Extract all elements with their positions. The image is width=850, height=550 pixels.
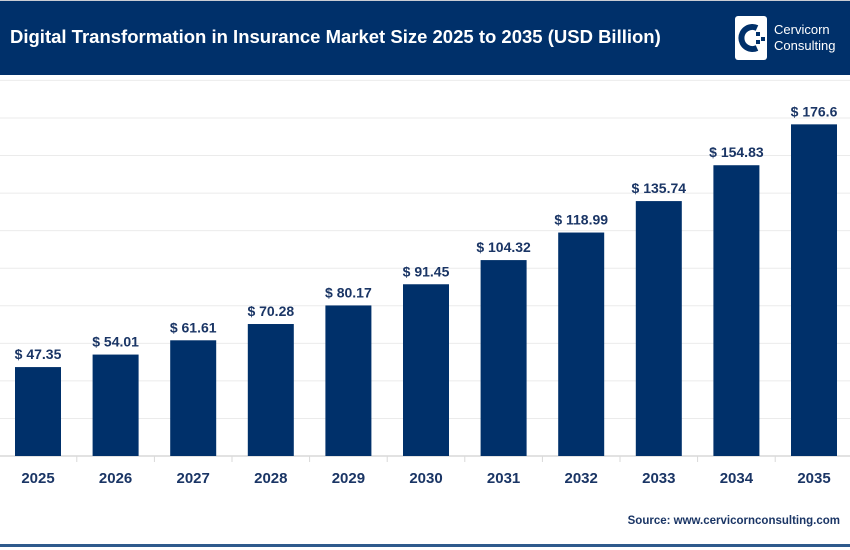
data-label: $ 118.99 <box>554 212 608 228</box>
data-label: $ 135.74 <box>632 180 687 196</box>
data-label: $ 61.61 <box>170 319 217 335</box>
x-tick-label: 2029 <box>332 470 365 487</box>
data-label: $ 80.17 <box>325 284 372 300</box>
x-tick-label: 2034 <box>720 470 754 487</box>
bar <box>713 165 760 457</box>
logo <box>735 16 767 60</box>
bar <box>92 354 139 456</box>
x-tick-label: 2031 <box>487 470 520 487</box>
x-tick-label: 2032 <box>565 470 598 487</box>
bar <box>635 201 682 456</box>
data-label: $ 91.45 <box>403 263 450 279</box>
x-tick-label: 2033 <box>642 470 675 487</box>
x-tick-label: 2030 <box>409 470 442 487</box>
source-note: Source: www.cervicornconsulting.com <box>627 515 840 527</box>
x-tick-label: 2035 <box>797 470 830 487</box>
logo-c-icon <box>738 24 765 52</box>
x-tick-label: 2025 <box>21 470 54 487</box>
x-tick-label: 2026 <box>99 470 132 487</box>
logo-text: Cervicorn Consulting <box>774 22 835 54</box>
data-label: $ 176.6 <box>791 103 838 119</box>
bar <box>170 340 217 456</box>
x-tick-label: 2028 <box>254 470 287 487</box>
data-label: $ 70.28 <box>247 303 294 319</box>
bottom-divider <box>0 544 850 547</box>
logo-text-line2: Consulting <box>774 38 836 53</box>
data-label: $ 154.83 <box>709 144 764 160</box>
bar <box>325 305 372 456</box>
data-label: $ 54.01 <box>92 334 139 350</box>
bar <box>403 284 449 456</box>
chart-title: Digital Transformation in Insurance Mark… <box>10 26 661 47</box>
logo-text-line1: Cervicorn <box>774 22 830 37</box>
bar <box>15 367 61 456</box>
bar <box>791 124 837 456</box>
data-label: $ 104.32 <box>476 239 531 255</box>
bar <box>247 324 294 456</box>
x-tick-label: 2027 <box>177 470 210 487</box>
chart-header: Digital Transformation in Insurance Mark… <box>0 0 850 75</box>
bar <box>480 260 527 456</box>
bar <box>558 232 605 456</box>
data-label: $ 47.35 <box>15 346 62 362</box>
